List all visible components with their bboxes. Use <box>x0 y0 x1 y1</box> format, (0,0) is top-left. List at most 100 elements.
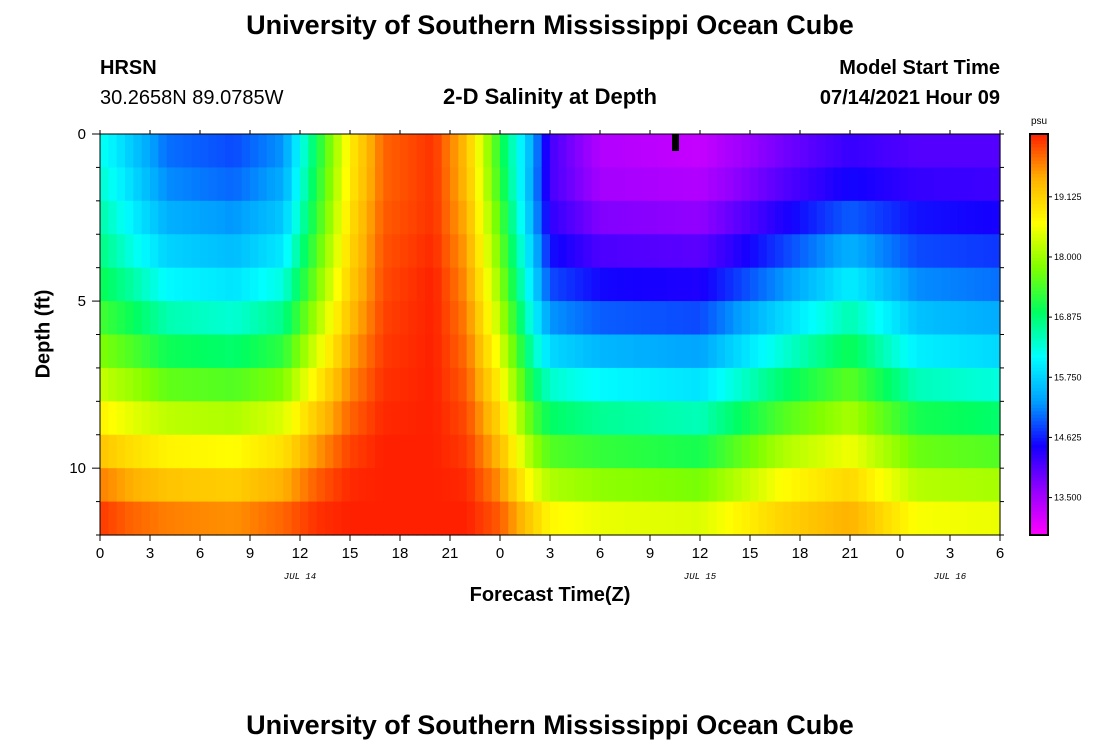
heatmap-cell <box>833 367 843 402</box>
heatmap-cell <box>925 334 934 369</box>
heatmap-cell <box>175 134 184 169</box>
heatmap-cell <box>841 234 851 269</box>
heatmap-cell <box>383 434 393 469</box>
heatmap-cell <box>600 434 609 469</box>
heatmap-cell <box>750 501 759 536</box>
colorbar-swatch <box>1030 200 1048 205</box>
heatmap-cell <box>258 134 268 169</box>
heatmap-cell <box>258 234 268 269</box>
heatmap-cell <box>341 401 351 436</box>
y-axis: 0 5 10 <box>69 126 1004 536</box>
heatmap-cell <box>616 434 626 469</box>
heatmap-cell <box>825 267 834 302</box>
heatmap-cell <box>250 468 259 503</box>
colorbar-swatch <box>1030 240 1048 245</box>
heatmap-cell <box>800 234 809 269</box>
colorbar-swatch <box>1030 404 1048 409</box>
heatmap-cell <box>483 334 493 369</box>
heatmap-cell <box>950 468 959 503</box>
heatmap-cell <box>316 334 326 369</box>
heatmap-cell <box>758 434 768 469</box>
heatmap-cell <box>766 334 776 369</box>
heatmap-cell <box>300 334 309 369</box>
heatmap-cell <box>566 334 576 369</box>
colorbar-swatch <box>1030 187 1048 192</box>
heatmap-cell <box>350 267 359 302</box>
heatmap-cell <box>566 468 576 503</box>
heatmap-cell <box>200 301 209 336</box>
heatmap-cell <box>391 301 401 336</box>
heatmap-cell <box>650 501 659 536</box>
heatmap-cell <box>166 401 176 436</box>
colorbar-swatch <box>1030 207 1048 212</box>
heatmap-cell <box>666 234 676 269</box>
heatmap-cell <box>341 434 351 469</box>
heatmap-cell <box>633 301 643 336</box>
colorbar-swatch <box>1030 354 1048 359</box>
heatmap-cell <box>258 401 268 436</box>
heatmap-cell <box>341 334 351 369</box>
heatmap-cell <box>458 501 468 536</box>
colorbar-swatch <box>1030 421 1048 426</box>
heatmap-cell <box>975 167 984 202</box>
heatmap-cell <box>858 234 868 269</box>
colorbar-swatch <box>1030 180 1048 185</box>
heatmap-cell <box>491 334 501 369</box>
heatmap-cell <box>983 301 993 336</box>
heatmap-cell <box>891 501 901 536</box>
heatmap-cell <box>108 501 118 536</box>
heatmap-cell <box>675 301 684 336</box>
heatmap-cell <box>300 234 309 269</box>
heatmap-cell <box>183 200 193 235</box>
heatmap-cell <box>183 401 193 436</box>
heatmap-cell <box>500 401 509 436</box>
colorbar-swatch <box>1030 524 1048 529</box>
heatmap-cell <box>308 334 318 369</box>
colorbar-tick-label: 18.000 <box>1054 252 1082 262</box>
heatmap-cell <box>858 167 868 202</box>
heatmap-cell <box>475 501 484 536</box>
heatmap-cell <box>775 267 784 302</box>
colorbar-swatch <box>1030 297 1048 302</box>
heatmap-cell <box>783 167 793 202</box>
heatmap-cell <box>683 434 693 469</box>
heatmap-cell <box>400 468 409 503</box>
heatmap-cell <box>891 134 901 169</box>
heatmap-cell <box>825 334 834 369</box>
heatmap-cell <box>775 468 784 503</box>
colorbar-swatch <box>1030 504 1048 509</box>
heatmap-cell <box>725 267 734 302</box>
heatmap-cell <box>875 501 884 536</box>
colorbar-swatch <box>1030 454 1048 459</box>
heatmap-cell <box>358 334 368 369</box>
heatmap-cell <box>541 401 551 436</box>
heatmap-cell <box>741 501 751 536</box>
heatmap-cell <box>216 267 226 302</box>
heatmap-cell <box>800 367 809 402</box>
heatmap-cell <box>358 167 368 202</box>
heatmap-cell <box>941 234 951 269</box>
heatmap-cell <box>825 401 834 436</box>
heatmap-cell <box>716 501 726 536</box>
colorbar-frame <box>1029 133 1049 536</box>
heatmap-cell <box>408 234 418 269</box>
heatmap-cell <box>933 167 943 202</box>
heatmap-cell <box>341 234 351 269</box>
heatmap-cell <box>591 334 601 369</box>
heatmap-cell <box>825 434 834 469</box>
heatmap-cell <box>133 167 143 202</box>
heatmap-cell <box>250 401 259 436</box>
heatmap-cell <box>183 468 193 503</box>
heatmap-cell <box>875 367 884 402</box>
colorbar-swatch <box>1030 317 1048 322</box>
heatmap-cell <box>216 334 226 369</box>
heatmap-cell <box>325 267 334 302</box>
heatmap-cell <box>991 401 1001 436</box>
heatmap-cell <box>566 301 576 336</box>
heatmap-cell <box>975 501 984 536</box>
heatmap-cell <box>508 401 518 436</box>
heatmap-cell <box>850 501 859 536</box>
heatmap-cell <box>925 401 934 436</box>
heatmap-cell <box>966 434 976 469</box>
heatmap-cell <box>566 267 576 302</box>
